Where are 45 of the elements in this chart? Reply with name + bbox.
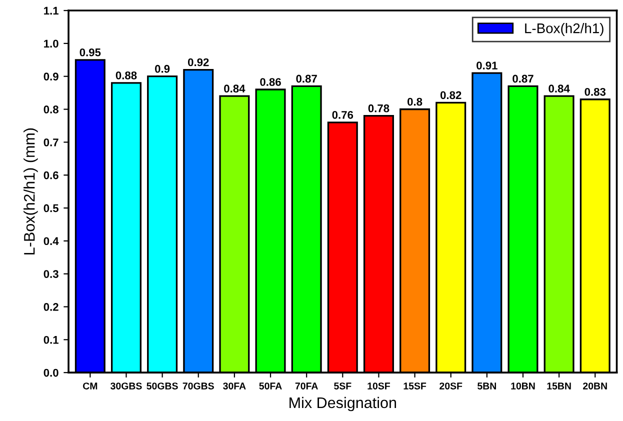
data-label: 0.82	[440, 91, 462, 100]
x-tick-label: 5BN	[478, 382, 496, 390]
x-tick-label: 30GBS	[110, 382, 142, 390]
y-tick-label: 0.1	[44, 336, 58, 344]
y-tick-label: 0.2	[44, 303, 58, 311]
data-label: 0.76	[332, 110, 354, 119]
x-tick-label: 15SF	[404, 382, 426, 390]
x-tick-label: 10SF	[368, 382, 390, 390]
y-tick-label: 0.7	[44, 138, 58, 146]
data-label: 0.91	[476, 62, 498, 70]
x-tick-label: 10BN	[511, 382, 535, 390]
y-tick-label: 1.0	[44, 40, 58, 48]
x-tick-label: 50FA	[259, 382, 282, 390]
y-axis-title: L-Box(h2/h1) (mm)	[24, 128, 38, 254]
data-label: 0.78	[368, 104, 390, 112]
data-label: 0.87	[296, 74, 317, 83]
data-label: 0.9	[155, 64, 170, 73]
y-tick-label: 0.9	[44, 72, 58, 80]
x-tick-label: 70FA	[295, 382, 318, 390]
y-tick-label: 0.5	[44, 204, 58, 212]
y-tick-label: 0.4	[44, 237, 59, 246]
y-tick-label: 0.0	[44, 368, 58, 377]
data-label: 0.84	[548, 84, 570, 93]
x-tick-label: 5SF	[334, 382, 352, 390]
x-tick-label: 30FA	[223, 382, 246, 390]
data-label: 0.8	[408, 98, 422, 106]
x-axis-title: Mix Designation	[290, 396, 396, 412]
data-label: 0.88	[116, 71, 137, 80]
data-label: 0.92	[188, 58, 209, 66]
y-tick-label: 1.1	[44, 6, 58, 15]
x-tick-label: 50GBS	[146, 382, 178, 390]
x-tick-label: 70GBS	[182, 382, 214, 390]
data-label: 0.83	[584, 88, 606, 96]
x-tick-label: 20BN	[583, 382, 607, 390]
data-label: 0.95	[80, 48, 101, 56]
legend-label: L-Box(h2/h1)	[525, 23, 604, 36]
data-label: 0.84	[224, 84, 246, 93]
y-tick-label: 0.6	[44, 171, 58, 180]
y-tick-label: 0.3	[44, 270, 58, 278]
x-tick-label: CM	[83, 382, 98, 390]
y-tick-label: 0.8	[44, 106, 58, 114]
x-tick-label: 20SF	[440, 382, 462, 390]
x-tick-label: 15BN	[547, 382, 571, 390]
data-label: 0.86	[260, 78, 281, 86]
data-label: 0.87	[512, 74, 534, 83]
